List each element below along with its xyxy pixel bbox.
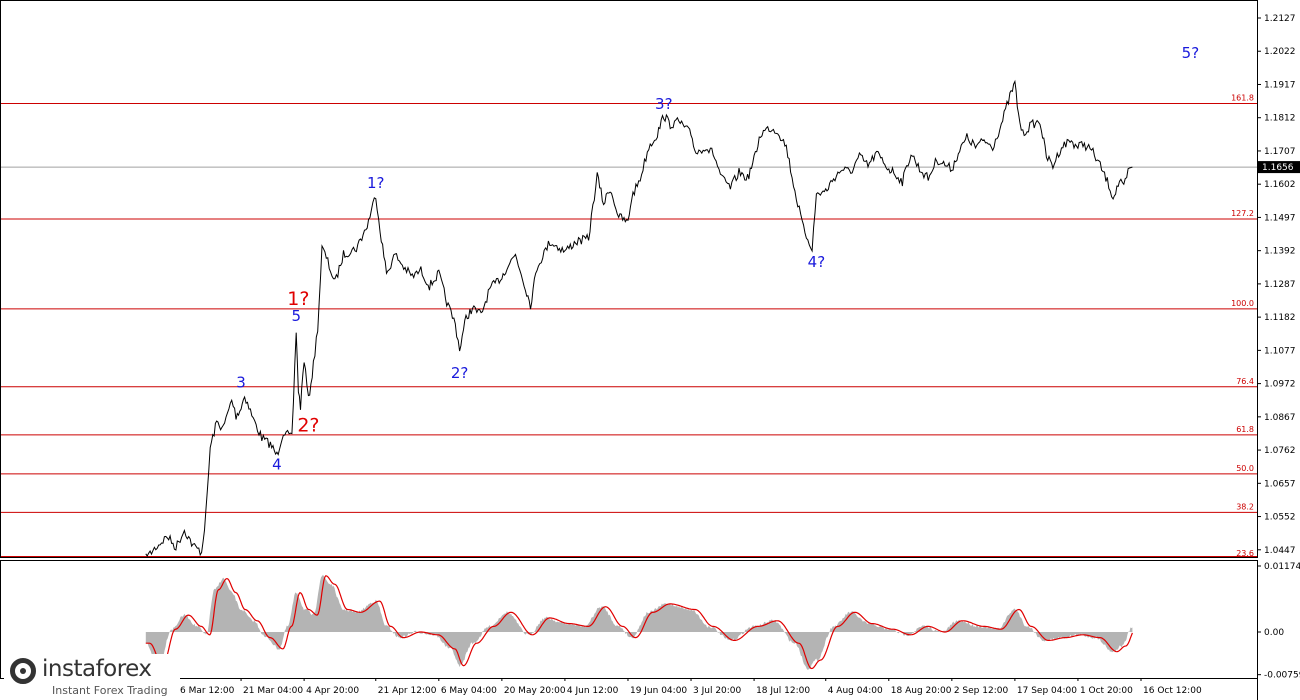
wave-label: 4? bbox=[808, 253, 826, 271]
price-tick-label: 1.0762 bbox=[1264, 446, 1296, 456]
wave-label: 2? bbox=[297, 415, 319, 437]
time-tick-label: 6 Mar 12:00 bbox=[180, 686, 235, 696]
fib-level-label: 61.8 bbox=[1236, 425, 1254, 434]
price-tick-label: 1.2022 bbox=[1264, 47, 1296, 57]
price-tick-label: 1.1707 bbox=[1264, 147, 1296, 157]
time-tick-label: 16 Oct 12:00 bbox=[1143, 686, 1202, 696]
price-tick-label: 1.1392 bbox=[1264, 247, 1296, 257]
price-panel: 1.2127 1.2022 1.1917 1.1812 1.1707 1.1602 1.14… bbox=[0, 0, 1300, 558]
wave-label: 1? bbox=[367, 174, 385, 192]
wave-label: 2? bbox=[451, 364, 469, 382]
price-tick-label: 1.0447 bbox=[1264, 546, 1296, 556]
time-tick-label: 4 Jun 12:00 bbox=[567, 686, 619, 696]
oscillator-panel: 0.01174 0.00 -0.00759 bbox=[0, 560, 1300, 681]
price-tick-label: 1.1182 bbox=[1264, 313, 1296, 323]
oscillator-tick-label: -0.00759 bbox=[1264, 671, 1300, 681]
time-tick-label: 4 Aug 04:00 bbox=[828, 686, 883, 696]
price-panel-frame bbox=[0, 0, 1258, 558]
wave-label: 3? bbox=[655, 95, 673, 113]
price-tick-label: 1.0972 bbox=[1264, 380, 1296, 390]
time-tick-label: 18 Jul 12:00 bbox=[756, 686, 810, 696]
oscillator-histogram bbox=[145, 574, 1133, 670]
price-series-line bbox=[145, 79, 1133, 558]
oscillator-tick-label: 0.00 bbox=[1264, 628, 1284, 638]
price-tick-label: 1.0867 bbox=[1264, 413, 1296, 423]
time-tick-label: 21 Mar 04:00 bbox=[243, 686, 303, 696]
wave-label: 5? bbox=[1182, 44, 1200, 62]
time-tick-label: 1 Oct 20:00 bbox=[1080, 686, 1133, 696]
oscillator-tick-label: 0.01174 bbox=[1264, 562, 1300, 572]
instaforex-logo: instaforex Instant Forex Trading bbox=[4, 654, 180, 698]
wave-label: 5 bbox=[291, 307, 301, 325]
fib-level-label: 23.6 bbox=[1236, 549, 1254, 558]
logo-ring-icon bbox=[10, 658, 36, 684]
wave-label: 4 bbox=[272, 456, 282, 474]
price-tick-label: 1.1497 bbox=[1264, 213, 1296, 223]
logo-brand-text: instaforex bbox=[42, 656, 152, 682]
fib-level-label: 100.0 bbox=[1231, 299, 1254, 308]
fib-level-label: 76.4 bbox=[1236, 377, 1254, 386]
time-tick-label: 19 Jun 04:00 bbox=[630, 686, 687, 696]
price-tick-label: 1.1287 bbox=[1264, 280, 1296, 290]
oscillator-signal-line bbox=[145, 575, 1133, 670]
wave-label: 1? bbox=[287, 288, 309, 310]
fib-level-label: 127.2 bbox=[1231, 209, 1254, 218]
time-tick-label: 20 May 20:00 bbox=[504, 686, 566, 696]
wave-label: 3 bbox=[236, 373, 246, 391]
time-tick-label: 2 Sep 12:00 bbox=[954, 686, 1009, 696]
time-tick-label: 18 Aug 20:00 bbox=[891, 686, 952, 696]
current-price-box bbox=[1258, 161, 1300, 174]
time-tick-label: 21 Apr 12:00 bbox=[378, 686, 437, 696]
oscillator-panel-frame bbox=[0, 560, 1258, 679]
fib-level-label: 38.2 bbox=[1236, 502, 1254, 511]
fib-level-label: 50.0 bbox=[1236, 464, 1254, 473]
fib-level-label: 161.8 bbox=[1231, 93, 1254, 102]
price-tick-label: 1.0657 bbox=[1264, 479, 1296, 489]
price-tick-label: 1.1812 bbox=[1264, 114, 1296, 124]
price-tick-label: 1.2127 bbox=[1264, 14, 1296, 24]
time-tick-label: 4 Apr 20:00 bbox=[306, 686, 359, 696]
price-tick-label: 1.0552 bbox=[1264, 513, 1296, 523]
current-price-label: 1.1656 bbox=[1262, 163, 1294, 173]
time-tick-label: 17 Sep 04:00 bbox=[1017, 686, 1077, 696]
price-tick-label: 1.1077 bbox=[1264, 346, 1296, 356]
price-tick-label: 1.1917 bbox=[1264, 80, 1296, 90]
price-tick-label: 1.1602 bbox=[1264, 180, 1296, 190]
time-tick-label: 3 Jul 20:00 bbox=[693, 686, 742, 696]
logo-tagline: Instant Forex Trading bbox=[52, 684, 168, 697]
time-tick-label: 6 May 04:00 bbox=[441, 686, 497, 696]
